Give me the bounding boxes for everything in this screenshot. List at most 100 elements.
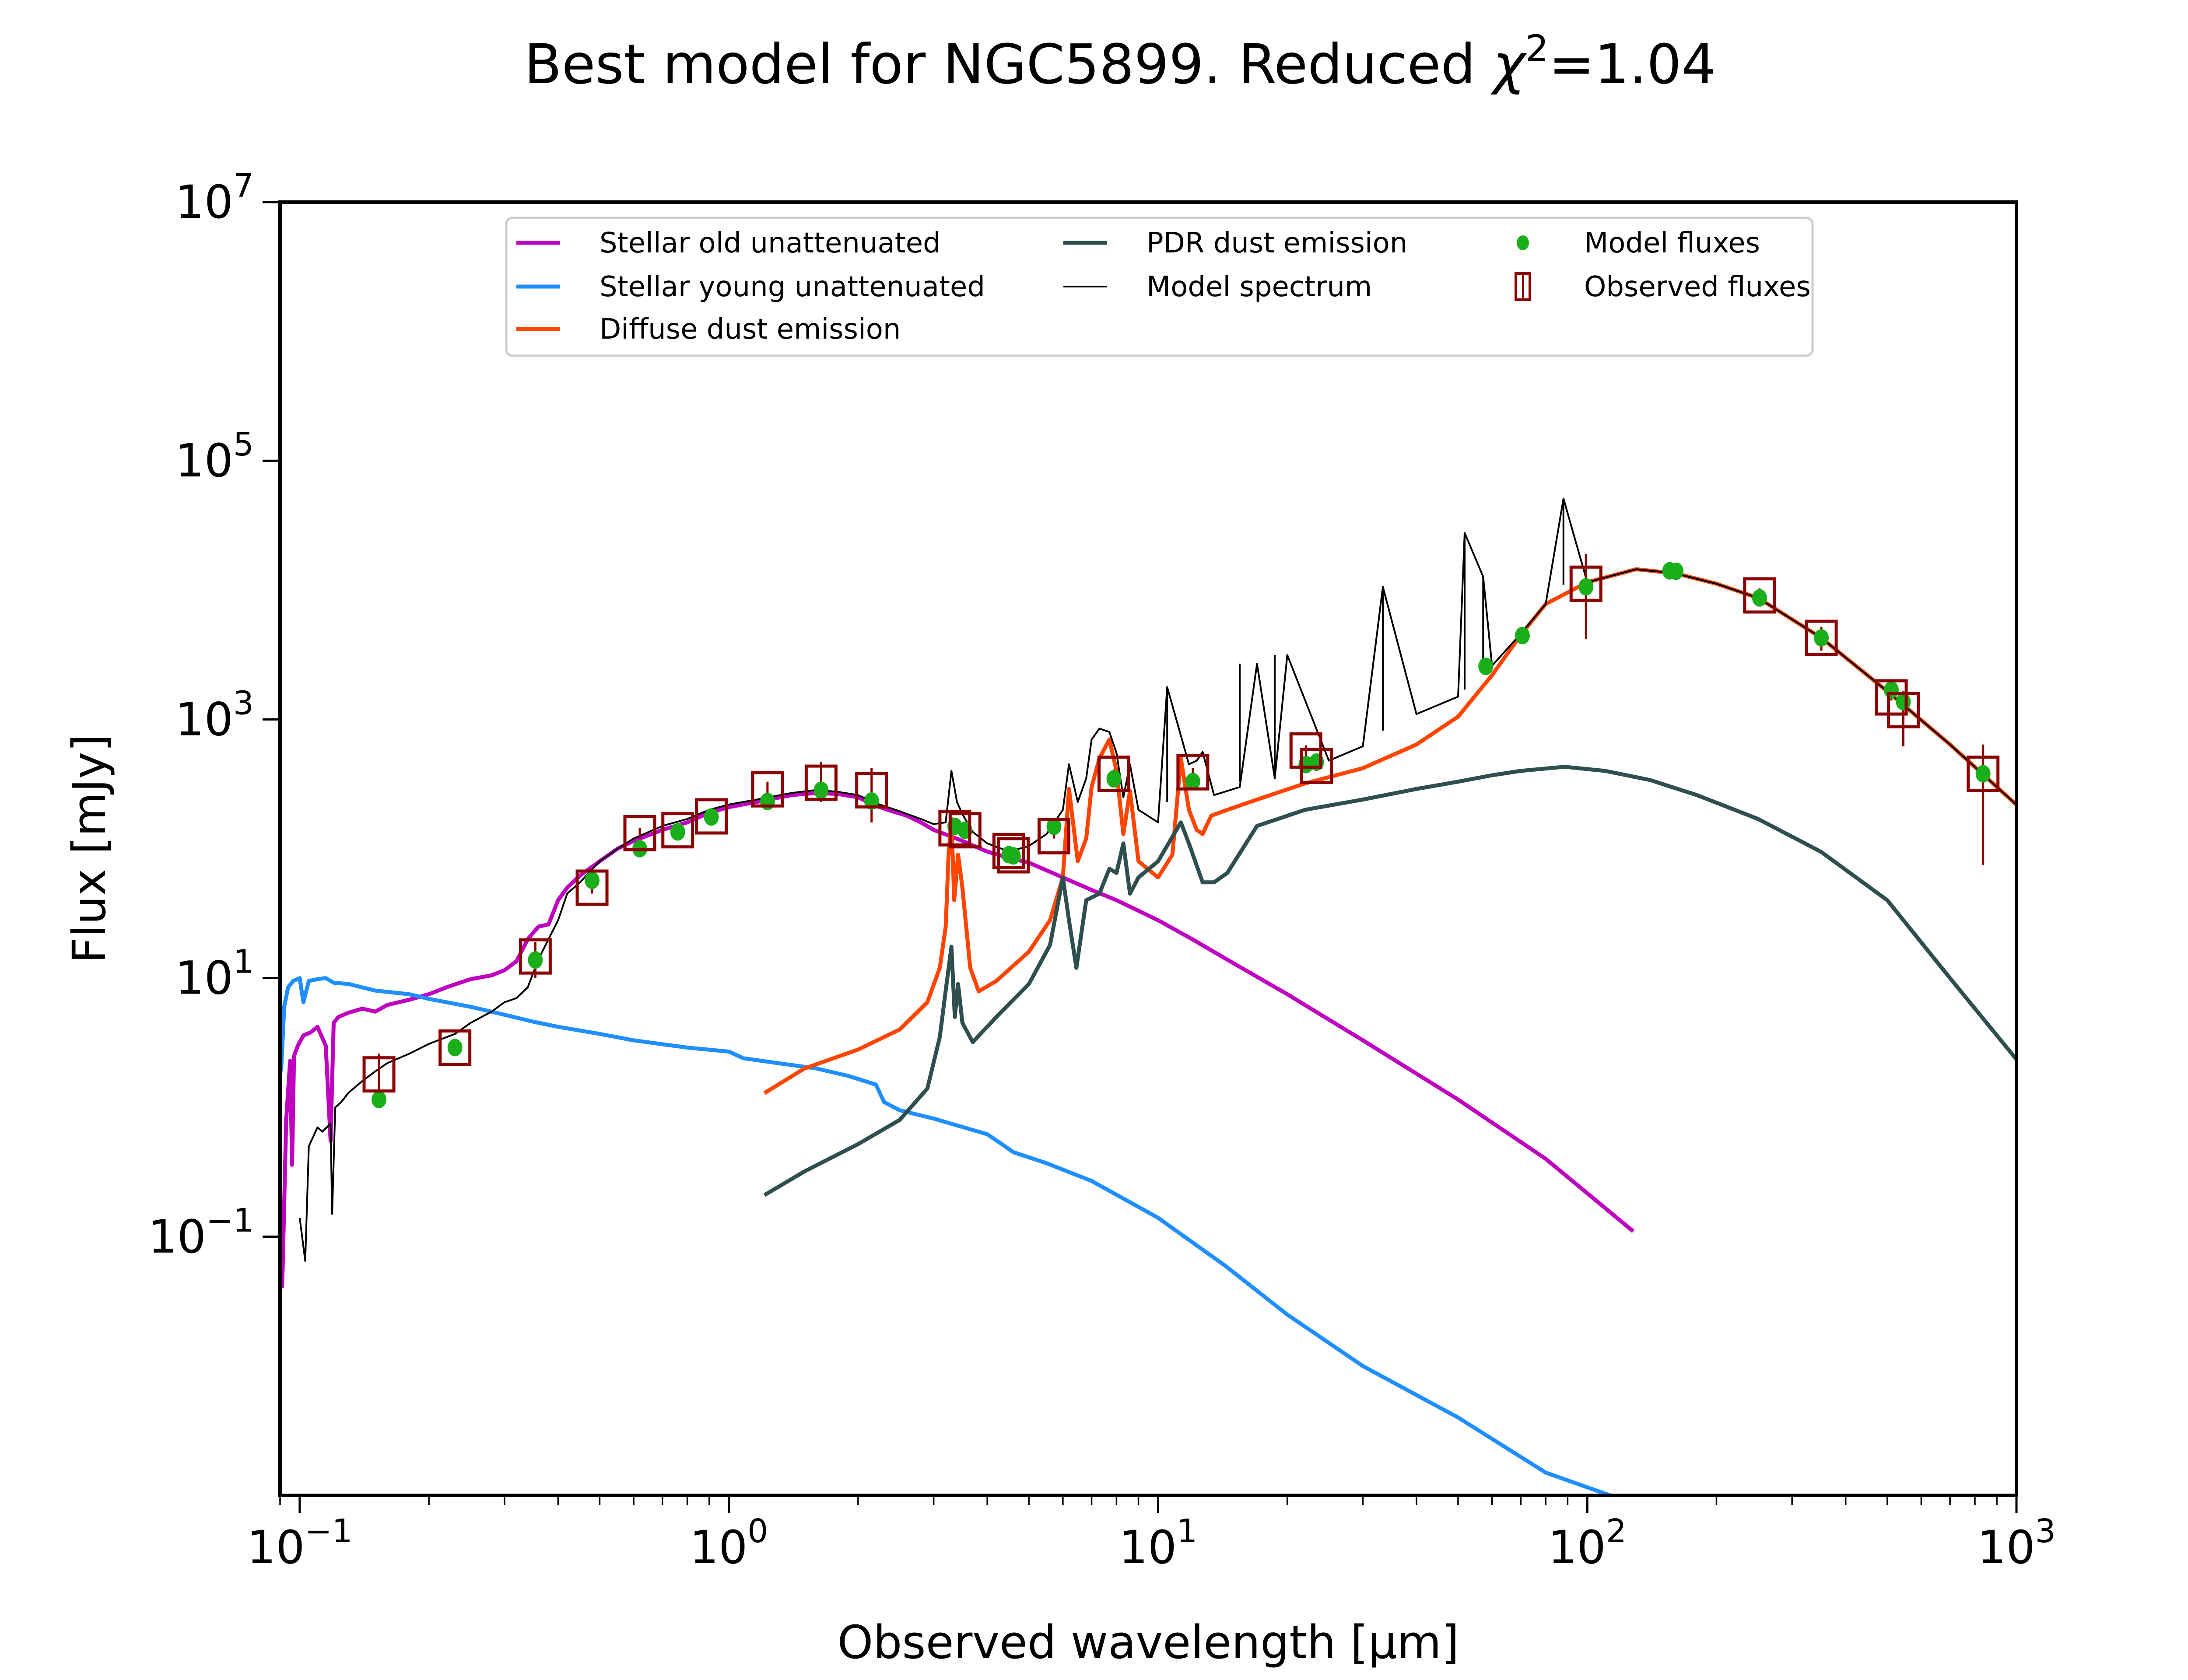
title-prefix: Best model for NGC5899. Reduced [524, 33, 1493, 96]
model-flux-point [704, 808, 719, 826]
observed-flux-marker [1569, 565, 1602, 602]
chart-title: Best model for NGC5899. Reduced χ2=1.04 [524, 27, 1716, 96]
observed-flux-marker [804, 764, 838, 801]
observed-flux-marker [855, 772, 888, 808]
tick-base: 10 [1119, 1521, 1177, 1574]
x-tick-label: 10−1 [247, 1512, 352, 1574]
legend-item-diffuse-dust: Diffuse dust emission [516, 313, 901, 346]
tick-base: 10 [175, 434, 233, 487]
observed-flux-marker [438, 1029, 472, 1066]
tick-base: 10 [148, 1210, 206, 1264]
legend-label: PDR dust emission [1147, 227, 1407, 259]
model-flux-point [1669, 562, 1684, 580]
model-flux-point [528, 951, 543, 969]
tick-base: 10 [175, 693, 233, 746]
title-sup: 2 [1525, 27, 1549, 70]
tick-base: 10 [1977, 1521, 2035, 1574]
observed-flux-marker [751, 771, 784, 808]
tick-exponent: 2 [1606, 1512, 1627, 1550]
observed-flux-marker [1037, 818, 1070, 854]
observed-flux-marker [938, 810, 971, 847]
observed-flux-marker [519, 938, 552, 975]
title-chi: χ [1490, 33, 1527, 96]
legend-item-observed-fluxes: Observed fluxes [1515, 271, 1811, 303]
tick-exponent: 7 [233, 167, 254, 205]
model-flux-point [670, 823, 685, 841]
model-flux-point [1752, 589, 1767, 607]
observed-flux-marker [1743, 577, 1776, 614]
legend-item-stellar-old: Stellar old unattenuated [516, 227, 941, 259]
observed-flux-marker [623, 815, 656, 851]
legend-swatch [1517, 235, 1529, 250]
legend-label: Stellar young unattenuated [600, 271, 985, 303]
model-flux-point [864, 792, 879, 810]
model-flux-point [760, 792, 775, 810]
y-tick-label: 10−1 [148, 1202, 254, 1264]
model-flux-point [1478, 658, 1494, 676]
series-line-stellar-young [280, 976, 1611, 1495]
tick-exponent: −1 [206, 1202, 254, 1239]
legend-item-model-fluxes: Model fluxes [1517, 227, 1760, 259]
observed-flux-marker [575, 869, 609, 906]
model-flux-point [1884, 681, 1899, 699]
x-tick-label: 100 [690, 1512, 768, 1574]
observed-flux-marker [992, 833, 1025, 869]
model-flux-point [1006, 847, 1021, 865]
model-flux-point [1185, 773, 1200, 791]
legend-item-pdr-dust: PDR dust emission [1063, 227, 1407, 259]
y-tick-label: 103 [175, 684, 254, 746]
model-flux-point [1578, 578, 1594, 596]
plot-frame [278, 200, 2018, 1497]
observed-flux-marker [997, 837, 1030, 874]
tick-exponent: 3 [2035, 1512, 2056, 1550]
observed-flux-marker [1886, 692, 1920, 728]
legend: Stellar old unattenuated Stellar young un… [505, 217, 1814, 357]
model-flux-point [447, 1039, 463, 1057]
tick-base: 10 [1548, 1521, 1606, 1574]
model-flux-point [372, 1091, 387, 1109]
tick-exponent: −1 [305, 1512, 353, 1550]
tick-exponent: 3 [233, 684, 254, 722]
legend-label: Observed fluxes [1584, 271, 1811, 303]
legend-label: Model spectrum [1147, 271, 1372, 303]
y-tick-label: 101 [175, 943, 254, 1005]
tick-exponent: 5 [233, 426, 254, 463]
legend-label: Stellar old unattenuated [600, 227, 941, 259]
observed-flux-marker [362, 1056, 396, 1093]
tick-exponent: 1 [1177, 1512, 1197, 1550]
model-flux-point [1975, 765, 1991, 783]
tick-base: 10 [175, 952, 233, 1005]
x-axis: 10−1 100 101 102 103 [247, 1495, 2056, 1574]
legend-label: Model fluxes [1584, 227, 1760, 259]
x-tick-label: 103 [1977, 1512, 2055, 1574]
model-flux-point [1814, 629, 1829, 647]
observed-flux-marker [1805, 620, 1838, 656]
observed-flux-marker [1967, 756, 2000, 792]
x-tick-label: 101 [1119, 1512, 1197, 1574]
y-tick-label: 105 [175, 426, 254, 487]
observed-flux-marker [948, 812, 982, 849]
model-flux-point [1515, 626, 1530, 644]
tick-base: 10 [175, 175, 233, 229]
x-axis-label: Observed wavelength [μm] [838, 1616, 1459, 1669]
model-flux-point [1106, 770, 1122, 788]
tick-base: 10 [247, 1521, 305, 1574]
tick-exponent: 1 [233, 943, 254, 981]
model-flux-point [585, 872, 600, 889]
tick-exponent: 0 [747, 1512, 768, 1550]
series-line-pdr-dust [763, 765, 2016, 1197]
observed-flux-marker [1300, 748, 1333, 784]
legend-box [505, 217, 1814, 357]
model-flux-point [813, 781, 829, 799]
model-flux-point [1046, 817, 1062, 835]
points-layer [362, 554, 2000, 1109]
observed-flux-marker [1097, 756, 1130, 792]
observed-flux-marker [1875, 679, 1908, 716]
legend-item-model-spectrum: Model spectrum [1063, 271, 1372, 303]
observed-flux-marker [1176, 754, 1210, 791]
title-suffix: =1.04 [1549, 33, 1716, 96]
observed-flux-marker [661, 812, 694, 849]
x-tick-label: 102 [1548, 1512, 1627, 1574]
